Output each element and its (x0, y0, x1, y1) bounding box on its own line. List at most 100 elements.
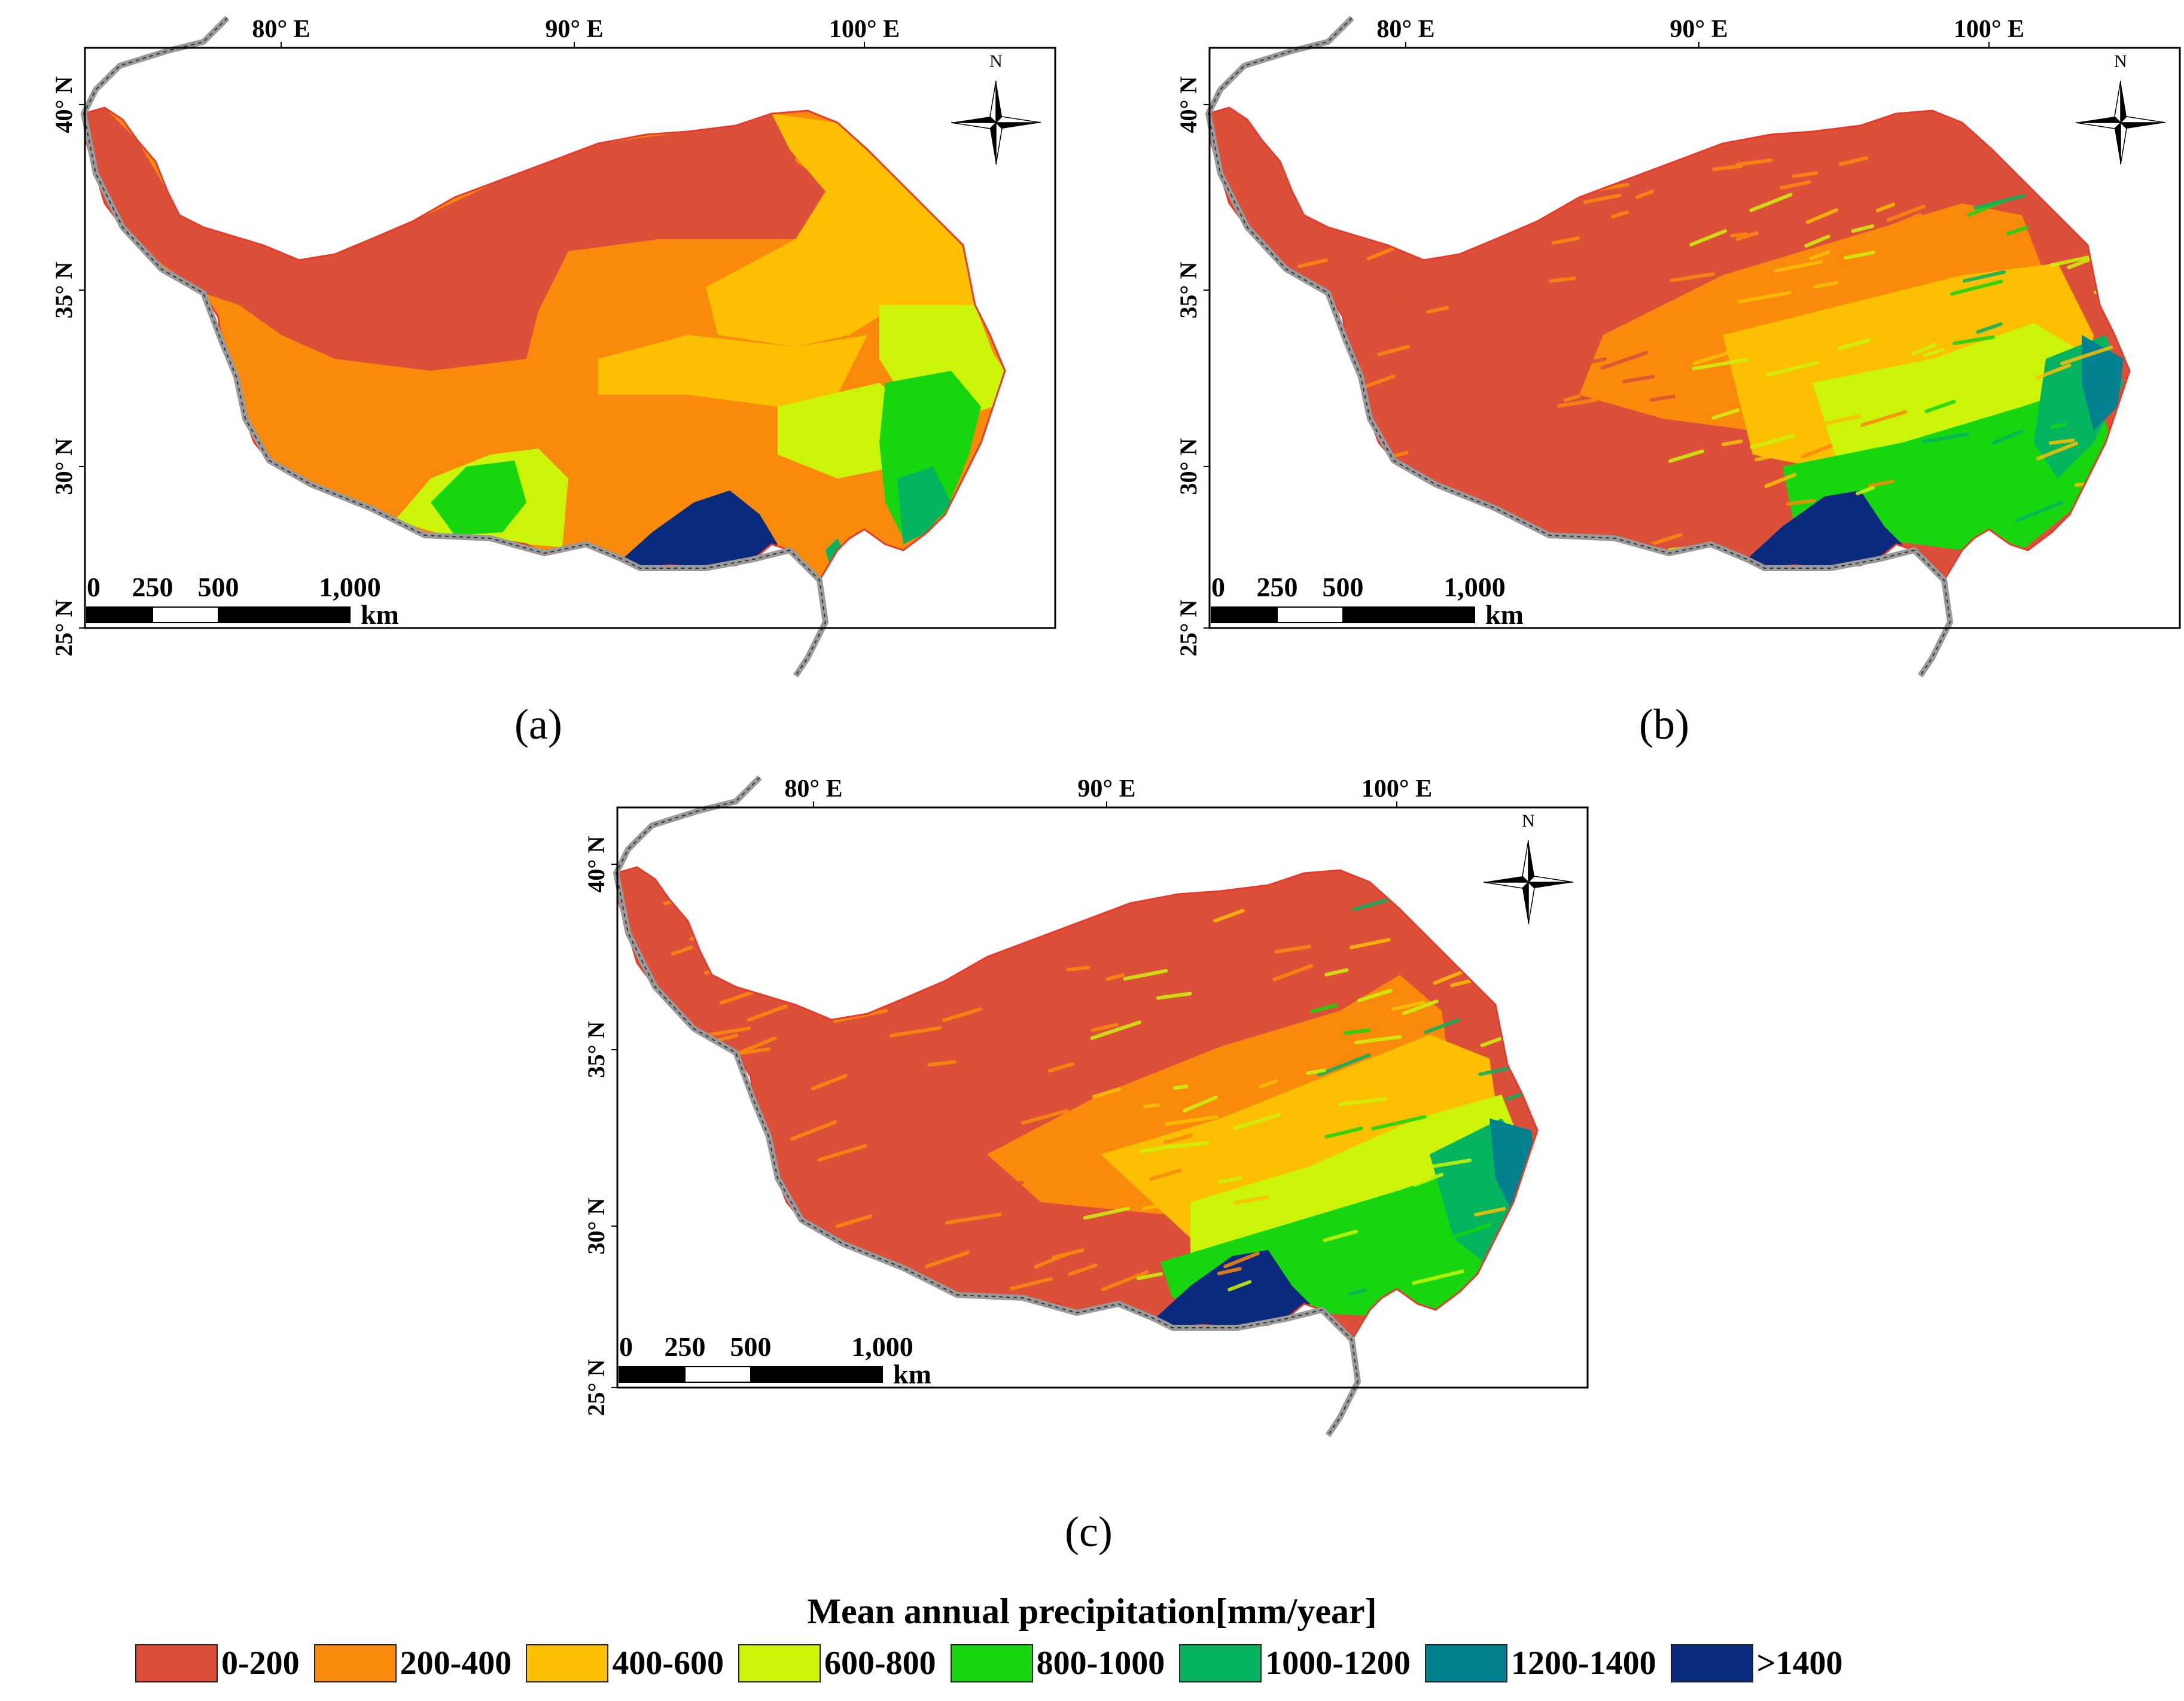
texture-stroke (1092, 1087, 1121, 1099)
texture-stroke (1749, 193, 1793, 212)
texture-stroke (747, 1004, 788, 1022)
texture-stroke (993, 1180, 1024, 1190)
texture-stroke (1083, 1206, 1130, 1220)
texture-stroke (1441, 936, 1473, 945)
texture-stroke (1645, 207, 1689, 223)
texture-stroke (2049, 255, 2093, 267)
texture-stroke (1341, 200, 1387, 220)
precip-class->1400 (1747, 490, 1902, 568)
texture-stroke (1602, 495, 1631, 508)
texture-stroke (1149, 1168, 1182, 1181)
texture-stroke (1635, 190, 1655, 199)
texture-stroke (1655, 472, 1674, 480)
texture-stroke (1091, 1023, 1119, 1032)
texture-stroke (1317, 210, 1366, 227)
texture-stroke (1272, 964, 1314, 981)
scale-label: 0 (619, 1331, 633, 1362)
texture-stroke (1950, 279, 2003, 296)
texture-stroke (1323, 1229, 1358, 1242)
lon-tick-label: 90° E (1077, 775, 1135, 803)
texture-stroke (1047, 1062, 1074, 1073)
map-frame (1208, 47, 2181, 629)
texture-stroke (1297, 258, 1328, 269)
texture-stroke (1563, 151, 1613, 163)
scale-segment (86, 606, 153, 623)
border-line-dash (1207, 17, 1951, 676)
scale-segment (218, 606, 351, 623)
texture-stroke (1851, 224, 1875, 233)
texture-stroke (1233, 1195, 1269, 1205)
texture-stroke (1926, 378, 1953, 386)
texture-stroke (1388, 360, 1405, 367)
map-panel-b: 80° E 90° E 100° E 40° N 35° N 30° N 25° N N 0 25… (1125, 16, 2184, 678)
map-panel-c: 80° E 90° E 100° E 40° N 35° N 30° N 25° N N 0 25… (532, 775, 1609, 1437)
texture-stroke (817, 1144, 867, 1162)
scale-unit: km (361, 599, 399, 630)
texture-stroke (697, 1137, 729, 1150)
texture-stroke (1837, 338, 1871, 351)
legend: 0-200 200-400 400-600 600-800 800-1000 1… (135, 1642, 1857, 1684)
texture-stroke (1136, 1272, 1163, 1281)
texture-stroke (1804, 234, 1830, 248)
texture-stroke (1414, 912, 1431, 920)
lat-tick-label: 25° N (1175, 599, 1202, 656)
texture-stroke (1351, 464, 1394, 484)
texture-stroke (1856, 486, 1875, 496)
legend-item: 800-1000 (950, 1644, 1165, 1682)
texture-stroke (915, 907, 951, 922)
texture-stroke (1213, 909, 1245, 923)
texture-stroke (1546, 469, 1566, 477)
texture-stroke (1692, 358, 1749, 371)
texture-stroke (1372, 1097, 1418, 1115)
texture-stroke (1549, 276, 1576, 283)
texture-stroke (1357, 989, 1393, 1002)
legend-item: >1400 (1670, 1644, 1843, 1682)
legend-swatch (1179, 1644, 1262, 1682)
texture-stroke (1021, 1109, 1070, 1125)
texture-stroke (1386, 294, 1421, 307)
lat-tick-label: 35° N (1175, 261, 1202, 318)
texture-stroke (1657, 368, 1675, 375)
texture-stroke (1774, 260, 1824, 273)
lat-tick-label: 35° N (583, 1021, 610, 1078)
north-arrow-icon (951, 80, 1041, 165)
texture-stroke (990, 980, 1010, 989)
texture-stroke (669, 1210, 692, 1218)
texture-stroke (1611, 210, 1629, 219)
texture-stroke (1366, 246, 1395, 261)
texture-stroke (985, 965, 1014, 978)
texture-stroke (1809, 250, 1830, 261)
texture-stroke (1402, 999, 1439, 1016)
texture-stroke (1365, 513, 1394, 522)
texture-stroke (1272, 528, 1312, 540)
texture-stroke (1143, 1103, 1160, 1108)
legend-label: 600-800 (824, 1645, 936, 1682)
north-arrow-icon (2075, 80, 2166, 165)
texture-stroke (1040, 1164, 1070, 1177)
map-c: 80° E 90° E 100° E 40° N 35° N 30° N 25° N N 0 25… (583, 775, 1589, 1437)
texture-stroke (787, 1254, 810, 1263)
texture-stroke (653, 1273, 705, 1288)
texture-stroke (1034, 1252, 1069, 1269)
texture-stroke (1498, 1269, 1537, 1282)
texture-stroke (879, 909, 922, 928)
scale-segment (1211, 606, 1278, 623)
texture-stroke (1820, 338, 1858, 347)
scale-unit: km (1485, 599, 1524, 630)
texture-stroke (1308, 348, 1341, 364)
legend-title: Mean annual precipitation[mm/year] (807, 1592, 1377, 1631)
legend-item: 600-800 (738, 1644, 936, 1682)
texture-stroke (1385, 309, 1426, 322)
texture-stroke (1101, 1270, 1149, 1291)
texture-stroke (2017, 154, 2066, 168)
texture-stroke (1501, 377, 1532, 389)
texture-stroke (1875, 202, 1896, 212)
texture-stroke (1860, 410, 1908, 427)
texture-stroke (2036, 441, 2078, 461)
texture-stroke (807, 1049, 833, 1060)
texture-stroke (1310, 1003, 1338, 1013)
texture-stroke (1066, 965, 1090, 972)
texture-stroke (1338, 1097, 1387, 1106)
legend-label: >1400 (1756, 1645, 1843, 1682)
texture-stroke (1484, 386, 1501, 394)
